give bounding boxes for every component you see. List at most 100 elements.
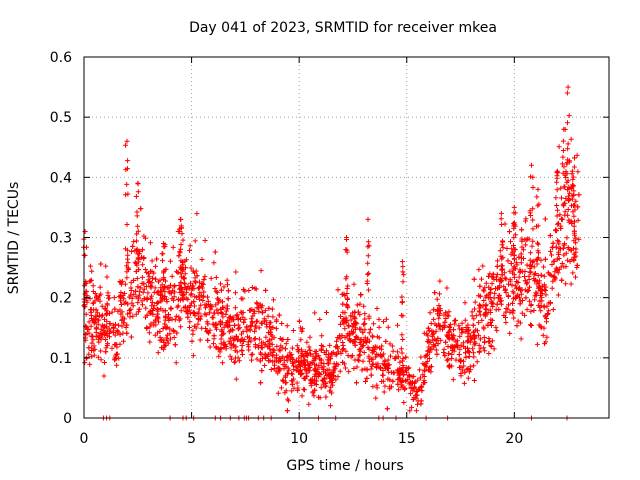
data-point — [463, 350, 468, 356]
data-point — [513, 260, 519, 266]
data-point — [346, 323, 352, 329]
data-point — [436, 315, 442, 321]
data-point — [269, 341, 275, 347]
data-point — [528, 309, 534, 315]
data-point — [321, 361, 327, 367]
data-point — [564, 90, 570, 96]
data-point — [151, 322, 157, 328]
data-point — [534, 281, 540, 287]
data-point — [357, 352, 363, 358]
data-point — [568, 281, 574, 287]
data-point — [486, 351, 492, 356]
data-point — [524, 281, 530, 287]
data-point — [398, 384, 404, 390]
data-point — [125, 311, 131, 317]
data-point — [131, 239, 137, 245]
data-point — [506, 302, 511, 308]
data-point — [502, 275, 508, 281]
data-point — [437, 291, 442, 297]
data-point — [153, 276, 159, 282]
data-point — [190, 328, 196, 334]
data-point — [207, 344, 213, 350]
data-point — [97, 293, 102, 299]
data-point — [332, 366, 338, 372]
data-point — [405, 365, 411, 371]
data-point — [518, 260, 524, 266]
data-point — [259, 309, 265, 315]
data-point — [480, 287, 486, 293]
data-point — [556, 144, 562, 150]
data-point — [135, 228, 141, 234]
data-point — [516, 254, 522, 260]
data-point — [94, 295, 100, 301]
data-point — [408, 384, 414, 390]
data-point — [566, 197, 572, 203]
data-point — [337, 333, 343, 339]
data-point — [136, 251, 142, 256]
data-point — [188, 292, 194, 298]
data-point — [162, 289, 168, 295]
data-point — [376, 324, 382, 330]
data-point — [487, 290, 493, 296]
data-point — [351, 366, 357, 371]
data-point — [449, 336, 455, 342]
data-point — [361, 338, 366, 344]
data-point — [254, 319, 259, 325]
data-point — [117, 307, 123, 313]
data-point — [196, 310, 202, 316]
data-point — [212, 286, 218, 291]
data-point — [544, 334, 550, 340]
data-point — [145, 271, 151, 277]
data-point — [221, 324, 227, 330]
data-point — [123, 325, 129, 330]
data-point — [573, 246, 579, 252]
data-point — [386, 365, 391, 371]
data-point — [511, 274, 517, 280]
data-point — [561, 164, 567, 170]
data-point — [170, 244, 176, 250]
data-point — [571, 202, 577, 208]
data-point — [535, 241, 541, 247]
data-point — [218, 306, 224, 312]
data-point — [477, 309, 483, 315]
data-point — [98, 357, 104, 363]
data-point — [282, 373, 288, 379]
data-point — [88, 307, 94, 313]
data-point — [530, 217, 536, 223]
data-point — [196, 284, 202, 290]
data-point — [528, 250, 534, 256]
data-point — [177, 316, 183, 322]
data-point — [534, 290, 540, 296]
data-point — [266, 358, 272, 364]
data-point — [535, 203, 541, 209]
data-point — [284, 323, 290, 329]
data-point — [150, 275, 155, 281]
data-point — [114, 328, 120, 334]
data-point — [158, 298, 164, 304]
data-point — [524, 262, 530, 268]
data-point — [500, 245, 506, 251]
data-point — [432, 321, 438, 327]
data-point — [481, 324, 487, 330]
data-point — [240, 352, 245, 357]
data-point — [143, 305, 149, 311]
data-point — [144, 312, 150, 318]
data-point — [498, 278, 504, 283]
data-point — [476, 342, 482, 348]
data-point — [436, 303, 442, 309]
data-point — [433, 347, 439, 353]
data-point — [552, 274, 557, 280]
data-point — [447, 322, 453, 328]
data-point — [279, 345, 285, 351]
data-point — [164, 338, 170, 344]
data-point — [376, 316, 382, 322]
data-point — [458, 371, 464, 376]
data-point — [252, 328, 258, 334]
data-point — [152, 285, 158, 291]
data-point — [554, 228, 559, 234]
data-point — [273, 326, 279, 332]
data-point — [115, 330, 121, 336]
data-point — [424, 331, 430, 337]
data-point — [558, 185, 564, 191]
data-point — [269, 333, 275, 339]
